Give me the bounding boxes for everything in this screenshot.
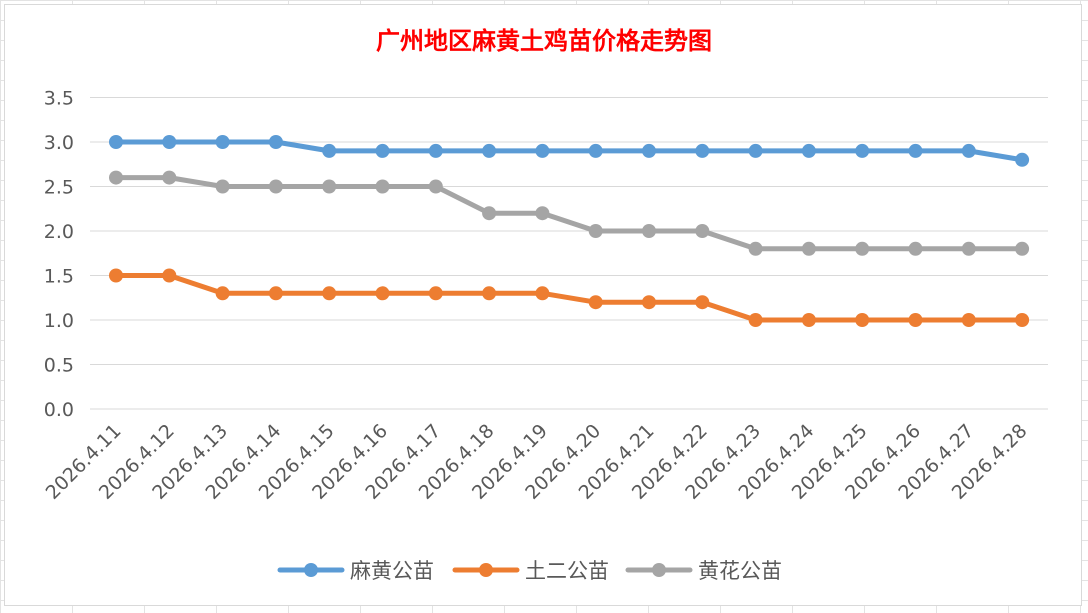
legend-point-marker <box>479 563 493 577</box>
data-point <box>535 143 550 158</box>
data-point <box>1015 241 1030 256</box>
data-point <box>162 135 177 149</box>
y-tick-label: 2.0 <box>44 221 74 243</box>
data-point <box>215 135 230 149</box>
data-point <box>268 135 283 149</box>
data-point <box>801 313 816 327</box>
data-point <box>482 143 497 158</box>
data-point <box>375 286 390 301</box>
data-point <box>428 179 443 194</box>
data-point <box>268 179 283 194</box>
data-point <box>855 241 870 256</box>
data-point <box>908 241 923 256</box>
data-point <box>162 170 177 185</box>
data-point <box>748 313 763 327</box>
data-point <box>588 295 603 310</box>
series-2 <box>109 268 1030 327</box>
data-point <box>748 241 763 256</box>
data-point <box>482 206 497 221</box>
data-point <box>855 313 870 327</box>
data-point <box>642 224 656 238</box>
data-point <box>215 286 230 301</box>
legend-label: 土二公苗 <box>525 559 609 583</box>
data-point <box>801 143 816 158</box>
data-point <box>535 206 550 221</box>
legend-item[interactable]: 黄花公苗 <box>625 559 782 583</box>
legend-label: 黄花公苗 <box>698 559 782 583</box>
data-point <box>1015 313 1030 327</box>
y-tick-label: 0.5 <box>44 355 74 377</box>
data-point <box>482 286 497 301</box>
data-point <box>855 143 870 158</box>
x-axis-tick-labels: 2026.4.112026.4.122026.4.132026.4.142026… <box>42 420 1032 504</box>
data-point <box>642 295 656 310</box>
y-tick-label: 3.0 <box>44 132 74 154</box>
data-point <box>375 179 390 194</box>
legend-point-marker <box>652 563 666 577</box>
y-axis-tick-labels: 0.0 0.5 1.0 1.5 2.0 2.5 3.0 3.5 <box>44 88 74 422</box>
data-point <box>695 143 710 158</box>
series-line <box>113 139 1025 163</box>
data-point <box>268 286 283 301</box>
data-point <box>642 143 656 158</box>
data-point <box>535 286 550 301</box>
data-point <box>109 135 123 149</box>
data-point <box>1015 152 1030 167</box>
y-tick-label: 1.5 <box>44 266 74 288</box>
legend-point-marker <box>304 563 318 577</box>
legend-label: 麻黄公苗 <box>350 559 434 583</box>
series-plot-area <box>109 135 1030 327</box>
y-tick-label: 3.5 <box>44 88 74 110</box>
data-point <box>428 286 443 301</box>
chart-title: 广州地区麻黄土鸡苗价格走势图 <box>376 26 712 55</box>
data-point <box>908 313 923 327</box>
data-point <box>428 143 443 158</box>
legend-item[interactable]: 土二公苗 <box>452 559 609 583</box>
y-tick-label: 2.5 <box>44 177 74 199</box>
data-point <box>375 143 390 158</box>
series-line <box>113 273 1025 323</box>
y-tick-label: 0.0 <box>44 399 74 421</box>
data-point <box>109 268 123 283</box>
data-point <box>908 143 923 158</box>
data-point <box>801 241 816 256</box>
data-point <box>215 179 230 194</box>
data-point <box>695 224 710 238</box>
legend-item[interactable]: 麻黄公苗 <box>277 559 434 583</box>
legend[interactable]: 麻黄公苗 土二公苗 黄花公苗 <box>277 559 782 583</box>
data-point <box>322 143 337 158</box>
data-point <box>109 170 123 185</box>
data-point <box>322 286 337 301</box>
data-point <box>961 143 976 158</box>
series-3 <box>109 170 1030 256</box>
data-point <box>162 268 177 283</box>
data-point <box>695 295 710 310</box>
data-point <box>588 224 603 238</box>
data-point <box>748 143 763 158</box>
data-point <box>961 241 976 256</box>
data-point <box>588 143 603 158</box>
data-point <box>961 313 976 327</box>
y-tick-label: 1.0 <box>44 310 74 332</box>
chart-area[interactable] <box>4 4 1082 606</box>
series-1 <box>109 135 1030 167</box>
series-line <box>113 175 1025 252</box>
data-point <box>322 179 337 194</box>
